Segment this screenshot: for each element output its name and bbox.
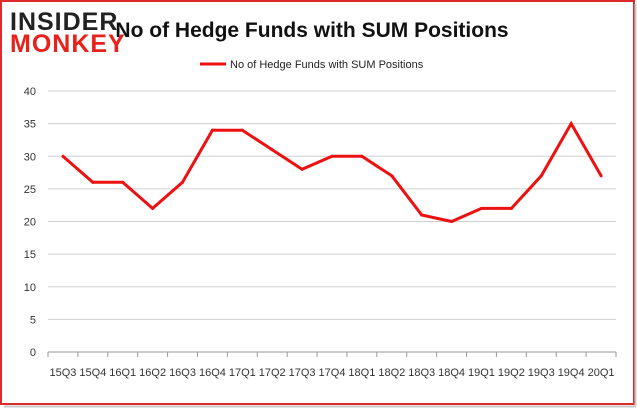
y-tick-label: 20 bbox=[24, 217, 36, 229]
data-point-18Q2 bbox=[390, 174, 394, 178]
x-tick-label-20Q1: 20Q1 bbox=[588, 367, 615, 379]
data-point-16Q3 bbox=[181, 180, 185, 184]
y-tick-label: 10 bbox=[24, 282, 36, 294]
data-point-19Q4 bbox=[569, 122, 573, 126]
x-tick-label-16Q3: 16Q3 bbox=[169, 367, 196, 379]
y-tick-label: 25 bbox=[24, 184, 36, 196]
x-tick-label-17Q3: 17Q3 bbox=[289, 367, 316, 379]
data-point-19Q3 bbox=[539, 174, 543, 178]
data-point-17Q3 bbox=[300, 167, 304, 171]
y-tick-label: 40 bbox=[24, 86, 36, 98]
chart-title: No of Hedge Funds with SUM Positions bbox=[115, 19, 508, 42]
data-point-17Q1 bbox=[240, 128, 244, 132]
data-point-15Q4 bbox=[91, 180, 95, 184]
data-point-17Q4 bbox=[330, 154, 334, 158]
plot-area: 0 5 10 15 20 25 30 35 40 15Q3 15Q4 16Q1 16Q2 16Q3 16Q… bbox=[24, 86, 617, 379]
data-point-17Q2 bbox=[270, 148, 274, 152]
grid-lines bbox=[48, 90, 616, 320]
x-tick-label-19Q1: 19Q1 bbox=[468, 367, 495, 379]
x-tick-label-17Q2: 17Q2 bbox=[259, 367, 286, 379]
y-axis-ticks: 0 5 10 15 20 25 30 35 40 bbox=[24, 86, 36, 359]
x-tick-label-17Q4: 17Q4 bbox=[319, 367, 346, 379]
x-tick-label-18Q3: 18Q3 bbox=[408, 367, 435, 379]
x-tick-label-16Q2: 16Q2 bbox=[139, 367, 166, 379]
data-point-20Q1 bbox=[599, 174, 603, 178]
x-tick-label-18Q1: 18Q1 bbox=[348, 367, 375, 379]
x-tick-label-15Q3: 15Q3 bbox=[49, 367, 76, 379]
x-tick-label-16Q4: 16Q4 bbox=[199, 367, 226, 379]
data-point-16Q4 bbox=[210, 128, 214, 132]
x-tick-label-19Q4: 19Q4 bbox=[558, 367, 585, 379]
y-tick-label: 0 bbox=[30, 347, 36, 359]
x-tick-label-16Q1: 16Q1 bbox=[109, 367, 136, 379]
data-point-19Q2 bbox=[509, 206, 513, 210]
x-tick-label-19Q2: 19Q2 bbox=[498, 367, 525, 379]
legend: No of Hedge Funds with SUM Positions bbox=[200, 59, 424, 71]
data-point-18Q1 bbox=[360, 154, 364, 158]
data-point-16Q1 bbox=[121, 180, 125, 184]
logo-line1: INSIDER bbox=[10, 8, 118, 36]
series-layer bbox=[61, 120, 603, 224]
data-point-16Q2 bbox=[151, 206, 155, 210]
x-tick-label-18Q2: 18Q2 bbox=[378, 367, 405, 379]
x-tick-label-17Q1: 17Q1 bbox=[229, 367, 256, 379]
x-tick-label-18Q4: 18Q4 bbox=[438, 367, 465, 379]
data-point-15Q3 bbox=[61, 154, 65, 158]
insider-monkey-logo: INSIDER MONKEY bbox=[10, 8, 126, 58]
y-tick-label: 5 bbox=[30, 314, 36, 326]
y-tick-label: 15 bbox=[24, 249, 36, 261]
x-tick-label-19Q3: 19Q3 bbox=[528, 367, 555, 379]
data-point-18Q4 bbox=[450, 220, 454, 223]
data-point-18Q3 bbox=[420, 213, 424, 217]
x-tick-label-15Q4: 15Q4 bbox=[79, 367, 106, 379]
logo-line2: MONKEY bbox=[10, 30, 126, 58]
data-point-19Q1 bbox=[479, 206, 483, 210]
y-tick-label: 30 bbox=[24, 151, 36, 163]
x-axis-ticks: 15Q3 15Q4 16Q1 16Q2 16Q3 16Q4 17Q1 17Q2 17Q3 17Q4… bbox=[47, 352, 617, 379]
legend-label: No of Hedge Funds with SUM Positions bbox=[230, 59, 424, 71]
y-tick-label: 35 bbox=[24, 119, 36, 131]
